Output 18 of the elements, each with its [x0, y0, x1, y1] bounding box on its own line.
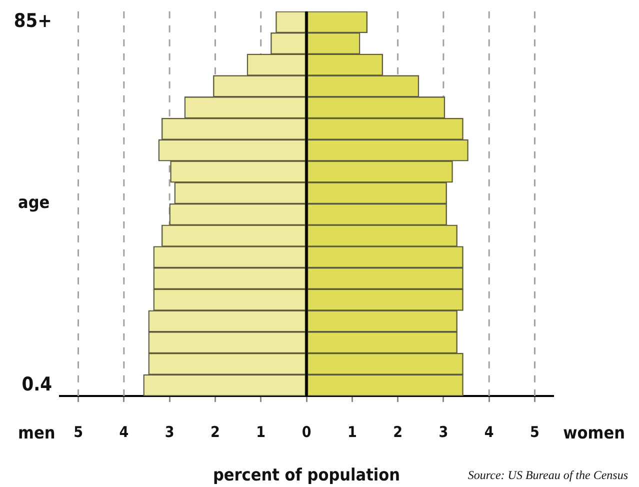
- x-tick-label: 3: [438, 422, 448, 441]
- x-tick-label: 5: [74, 422, 83, 441]
- y-tick-label: 0.4: [22, 373, 52, 396]
- x-tick-label: 1: [347, 422, 357, 441]
- x-tick-label: 3: [164, 422, 174, 441]
- y-axis-title: age: [18, 193, 50, 214]
- x-tick-label: 4: [484, 422, 494, 441]
- x-tick-label: 2: [210, 422, 220, 441]
- y-tick-label: 85+: [14, 10, 52, 32]
- text: women: [563, 423, 625, 444]
- x-tick-label: 2: [393, 422, 402, 441]
- source-note: Source: US Bureau of the Census: [468, 468, 628, 482]
- x-tick-label: 1: [256, 422, 266, 441]
- x-tick-label: 0: [302, 422, 312, 441]
- x-tick-label: 5: [530, 422, 540, 441]
- x-axis-title: percent of population: [212, 465, 400, 486]
- text: men: [18, 423, 56, 444]
- x-tick-label: 4: [119, 422, 129, 441]
